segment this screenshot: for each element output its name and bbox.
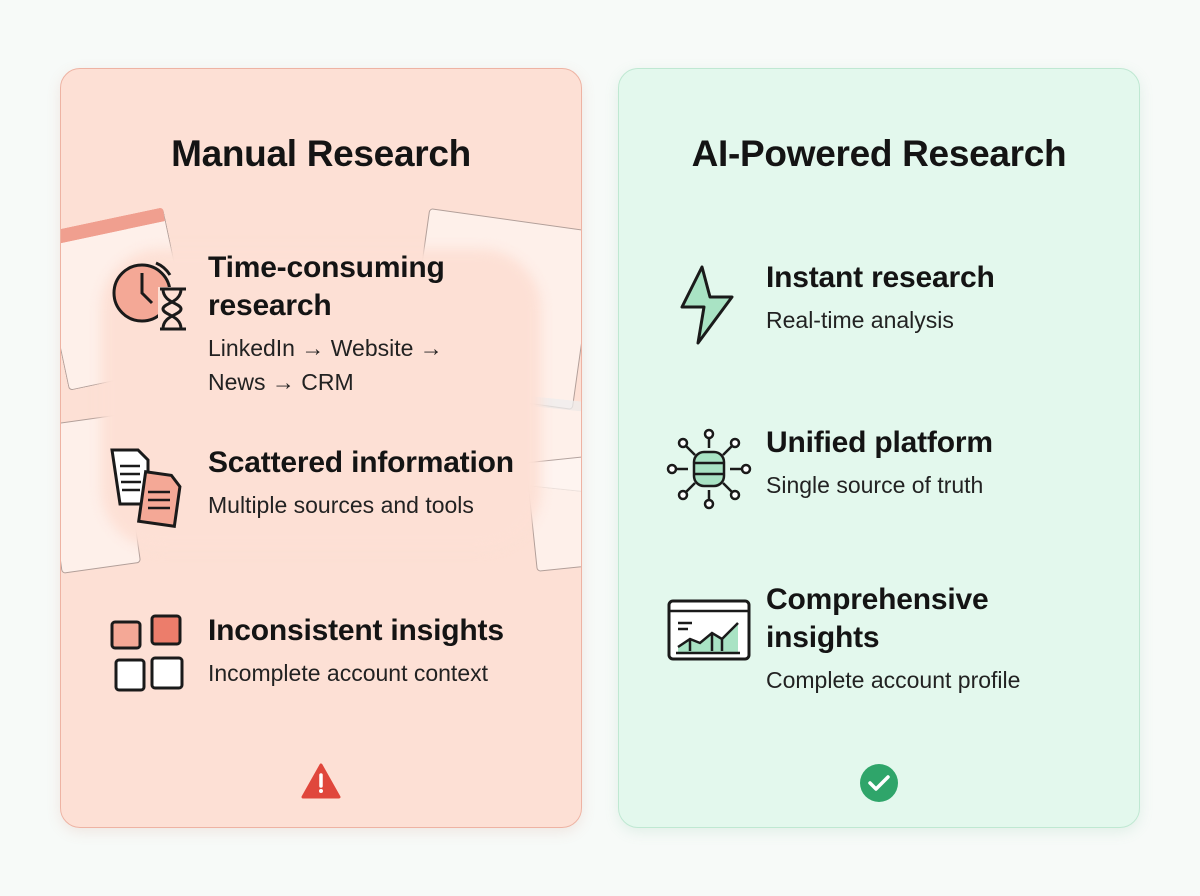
- item-title: Instant research: [766, 261, 995, 294]
- check-circle-icon: [860, 764, 898, 802]
- item-title: Time-consuming: [208, 251, 445, 284]
- ai-powered-research-card: AI-Powered Research Instant research Rea…: [618, 68, 1140, 828]
- item-subtitle: Multiple sources and tools: [208, 492, 474, 518]
- clock-hourglass-icon: [112, 261, 188, 331]
- item-title: Inconsistent insights: [208, 614, 504, 647]
- analytics-dashboard-icon: [667, 599, 751, 661]
- list-item: Time-consuming research LinkedIn → Websi…: [106, 249, 445, 399]
- list-item: Inconsistent insights Incomplete account…: [106, 612, 504, 702]
- item-subtitle: Single source of truth: [766, 472, 984, 498]
- warning-icon: [301, 763, 341, 799]
- item-title: research: [208, 289, 332, 322]
- item-title: Comprehensive: [766, 583, 989, 616]
- list-item: Instant research Real-time analysis: [664, 259, 995, 349]
- item-subtitle: Real-time analysis: [766, 307, 954, 333]
- card-title: AI-Powered Research: [691, 133, 1067, 174]
- list-item: Comprehensive insights Complete account …: [664, 581, 1020, 697]
- item-subtitle: LinkedIn → Website → News → CRM: [208, 335, 443, 395]
- item-title: Scattered information: [208, 446, 514, 479]
- puzzle-icon: [110, 614, 184, 692]
- card-title: Manual Research: [171, 133, 471, 174]
- database-network-icon: [666, 428, 752, 510]
- documents-icon: [110, 448, 182, 528]
- item-title: Unified platform: [766, 426, 993, 459]
- lightning-icon: [680, 265, 734, 345]
- manual-research-card: Manual Research Time-consuming research …: [60, 68, 582, 828]
- item-subtitle: Incomplete account context: [208, 660, 488, 686]
- item-subtitle: Complete account profile: [766, 667, 1021, 693]
- list-item: Unified platform Single source of truth: [664, 424, 993, 514]
- item-title: insights: [766, 621, 880, 654]
- list-item: Scattered information Multiple sources a…: [106, 444, 514, 534]
